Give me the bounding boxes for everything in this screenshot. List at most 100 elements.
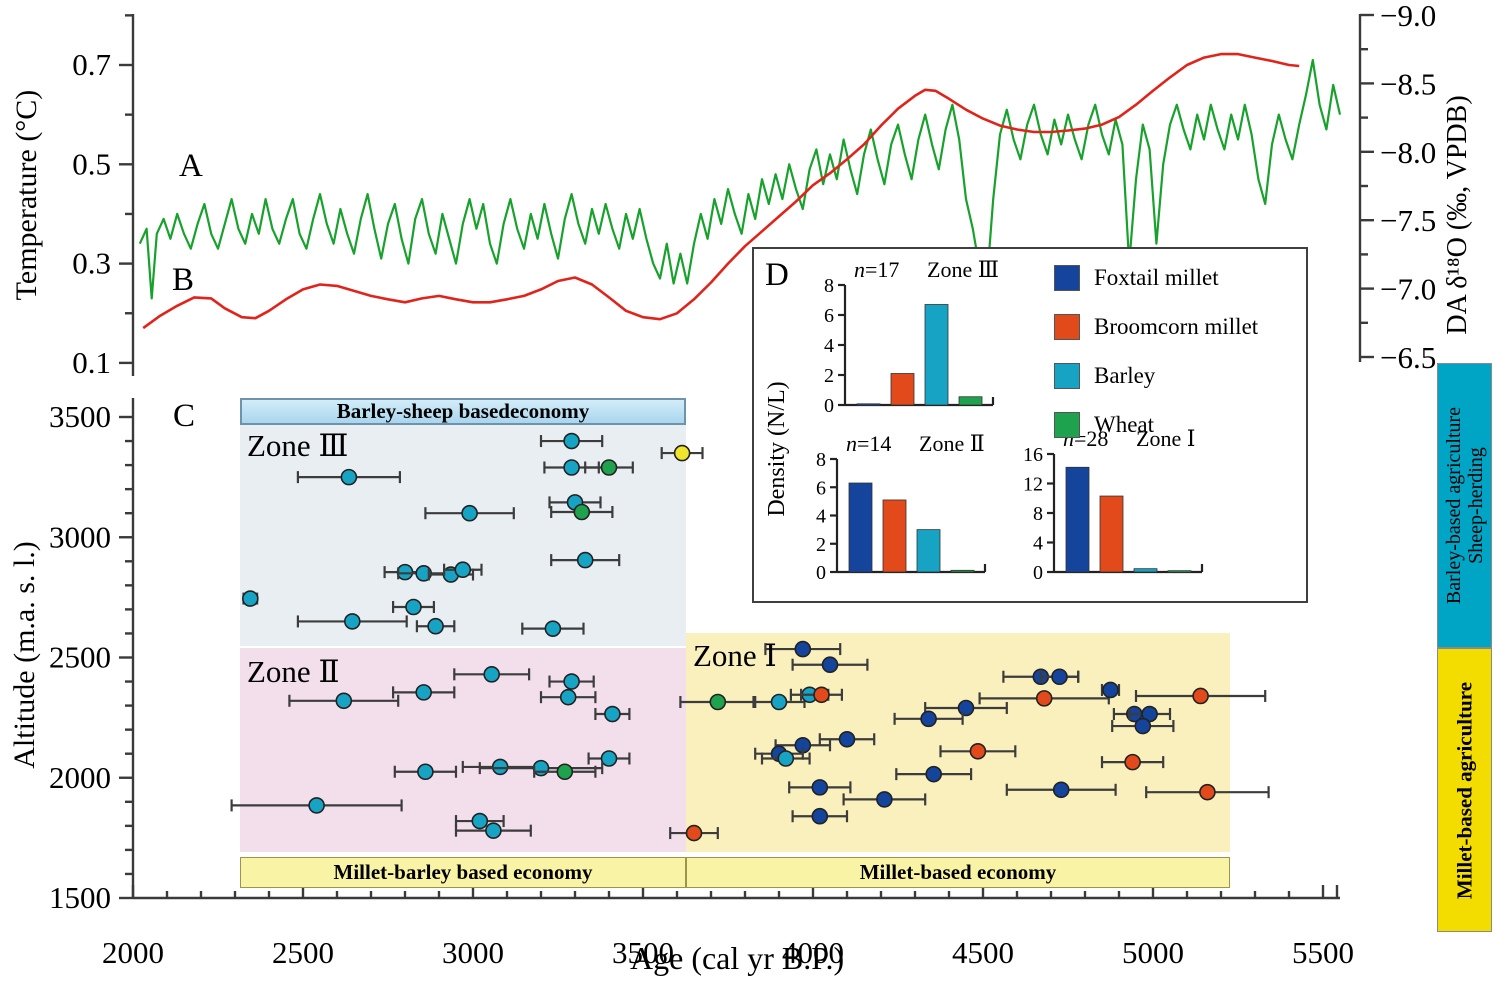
barley-sheep-economy-banner: Barley-sheep basedeconomy bbox=[240, 398, 686, 425]
altitude-tick-label: 2000 bbox=[49, 760, 111, 795]
temperature-axis-title: Temperature (°C) bbox=[10, 89, 43, 301]
site-point-foxtail bbox=[818, 730, 876, 748]
site-point-barley bbox=[760, 750, 811, 767]
bar-foxtail bbox=[1065, 466, 1090, 573]
bar-barley bbox=[916, 529, 941, 573]
bar-tick-label: 0 bbox=[1033, 562, 1043, 584]
curve-a bbox=[138, 58, 1342, 300]
site-point-barley bbox=[587, 750, 631, 767]
site-point-barley bbox=[296, 468, 401, 486]
bar-tick-label: 8 bbox=[824, 275, 834, 297]
broomcorn-swatch-icon bbox=[1054, 313, 1080, 340]
zone2-bar-chart: 0 2 4 6 8 n=14 Zone Ⅱ bbox=[816, 431, 987, 584]
site-point-foxtail bbox=[754, 745, 804, 763]
mini-chart-title: Zone Ⅲ bbox=[927, 257, 999, 282]
age-tick-label: 2000 bbox=[102, 935, 164, 970]
bar-tick-label: 16 bbox=[1023, 444, 1043, 466]
barley-sheep-strip-label: Barley-based agriculture Sheep-herding bbox=[1437, 363, 1492, 648]
age-tick-label: 5500 bbox=[1292, 935, 1354, 970]
millet-economy-banner: Millet-based economy bbox=[686, 857, 1230, 888]
site-point-barley bbox=[594, 705, 631, 723]
site-point-barley bbox=[454, 822, 532, 839]
site-point-foxtail bbox=[895, 765, 973, 783]
zone-1-label: Zone Ⅰ bbox=[693, 638, 777, 673]
bar-tick-label: 4 bbox=[824, 335, 834, 357]
site-point-broomcorn bbox=[669, 824, 719, 842]
bar-tick-label: 8 bbox=[816, 449, 826, 471]
d18o-tick-label: −9.0 bbox=[1380, 0, 1436, 33]
site-point-barley bbox=[453, 666, 531, 683]
age-tick-label: 3500 bbox=[612, 935, 674, 970]
temp-tick-label: 0.1 bbox=[72, 345, 111, 380]
site-point-barley bbox=[393, 763, 458, 781]
altitude-tick-label: 2500 bbox=[49, 640, 111, 675]
n-label: n=17 bbox=[854, 257, 899, 282]
bar-broomcorn bbox=[882, 499, 907, 573]
zone-2-label: Zone Ⅱ bbox=[247, 654, 340, 689]
strip-label-line: Millet-based agriculture bbox=[1451, 681, 1476, 899]
bar-foxtail bbox=[856, 403, 881, 406]
strip-label-line: Sheep-herding bbox=[1464, 447, 1487, 564]
zone-3-label: Zone Ⅲ bbox=[247, 428, 349, 463]
bar-tick-label: 0 bbox=[824, 395, 834, 417]
bar-tick-label: 2 bbox=[816, 534, 826, 556]
barley-sheep-strip bbox=[1437, 363, 1492, 648]
d18o-tick-label: −8.5 bbox=[1380, 66, 1436, 101]
bar-tick-label: 8 bbox=[1033, 503, 1043, 525]
site-scatter-points bbox=[230, 432, 1270, 842]
site-point-barley bbox=[443, 561, 483, 579]
site-point-wheat bbox=[584, 459, 634, 476]
altitude-tick-label: 3500 bbox=[49, 399, 111, 434]
age-tick-label: 5000 bbox=[1122, 935, 1184, 970]
bar-barley bbox=[1133, 568, 1158, 573]
millet-barley-economy-banner: Millet-barley based economy bbox=[240, 857, 686, 888]
inset-panel-d: D Density (N/L) 0 2 4 6 8 n=17 Zone Ⅲ 0 2 4 6 8 n=14… bbox=[752, 247, 1308, 603]
site-point-broomcorn bbox=[1100, 753, 1165, 771]
site-point-barley bbox=[548, 673, 595, 690]
bar-wheat bbox=[950, 569, 975, 573]
d18o-tick-label: −7.5 bbox=[1380, 203, 1436, 238]
site-point-foxtail bbox=[924, 699, 1008, 717]
site-point-barley bbox=[521, 620, 585, 637]
millet-strip bbox=[1437, 648, 1492, 932]
mini-chart-title: Zone Ⅱ bbox=[919, 431, 985, 456]
bar-tick-label: 12 bbox=[1023, 474, 1043, 496]
site-point-barley bbox=[296, 613, 408, 630]
age-tick-label: 4000 bbox=[782, 935, 844, 970]
site-point-barley bbox=[550, 551, 621, 569]
site-point-foxtail bbox=[1111, 717, 1175, 735]
barley-swatch-icon bbox=[1054, 362, 1080, 389]
legend-label: Barley bbox=[1094, 362, 1156, 388]
d18o-tick-label: −6.5 bbox=[1380, 340, 1436, 375]
site-point-barley bbox=[392, 684, 456, 701]
bar-tick-label: 4 bbox=[816, 506, 826, 528]
site-point-broomcorn bbox=[978, 690, 1110, 707]
bar-foxtail bbox=[848, 482, 873, 573]
legend-item-broomcorn: Broomcorn millet bbox=[1054, 302, 1258, 351]
d18o-tick-label: −8.0 bbox=[1380, 135, 1436, 170]
legend-item-barley: Barley bbox=[1054, 351, 1258, 400]
bar-broomcorn bbox=[890, 373, 915, 406]
bar-tick-label: 6 bbox=[816, 477, 826, 499]
site-point-foxtail bbox=[764, 640, 842, 658]
legend-item-wheat: Wheat bbox=[1054, 400, 1258, 449]
bar-tick-label: 6 bbox=[824, 305, 834, 327]
panel-d-label: D bbox=[765, 257, 789, 293]
site-point-foxtail bbox=[788, 779, 852, 796]
panel-b-label: B bbox=[172, 262, 195, 298]
site-point-barley bbox=[539, 432, 604, 450]
d18o-tick-label: −7.0 bbox=[1380, 272, 1436, 307]
density-axis-title: Density (N/L) bbox=[763, 381, 790, 517]
temp-tick-label: 0.3 bbox=[72, 246, 111, 281]
site-point-barley bbox=[392, 598, 435, 616]
site-point-wheat bbox=[550, 503, 614, 521]
inset-bar-charts-svg: 0 2 4 6 8 n=17 Zone Ⅲ 0 2 4 6 8 n=14 Zone Ⅱ 0 4 8 12 16 n=2… bbox=[816, 257, 1204, 584]
bar-tick-label: 0 bbox=[816, 562, 826, 584]
zone-2-background bbox=[240, 648, 686, 852]
strip-label-line: Barley-based agriculture bbox=[1442, 406, 1465, 605]
top-panel-axes bbox=[119, 13, 1374, 376]
legend-label: Wheat bbox=[1094, 411, 1155, 437]
site-point-broomcorn bbox=[1145, 783, 1270, 801]
site-point-barley bbox=[242, 590, 259, 607]
